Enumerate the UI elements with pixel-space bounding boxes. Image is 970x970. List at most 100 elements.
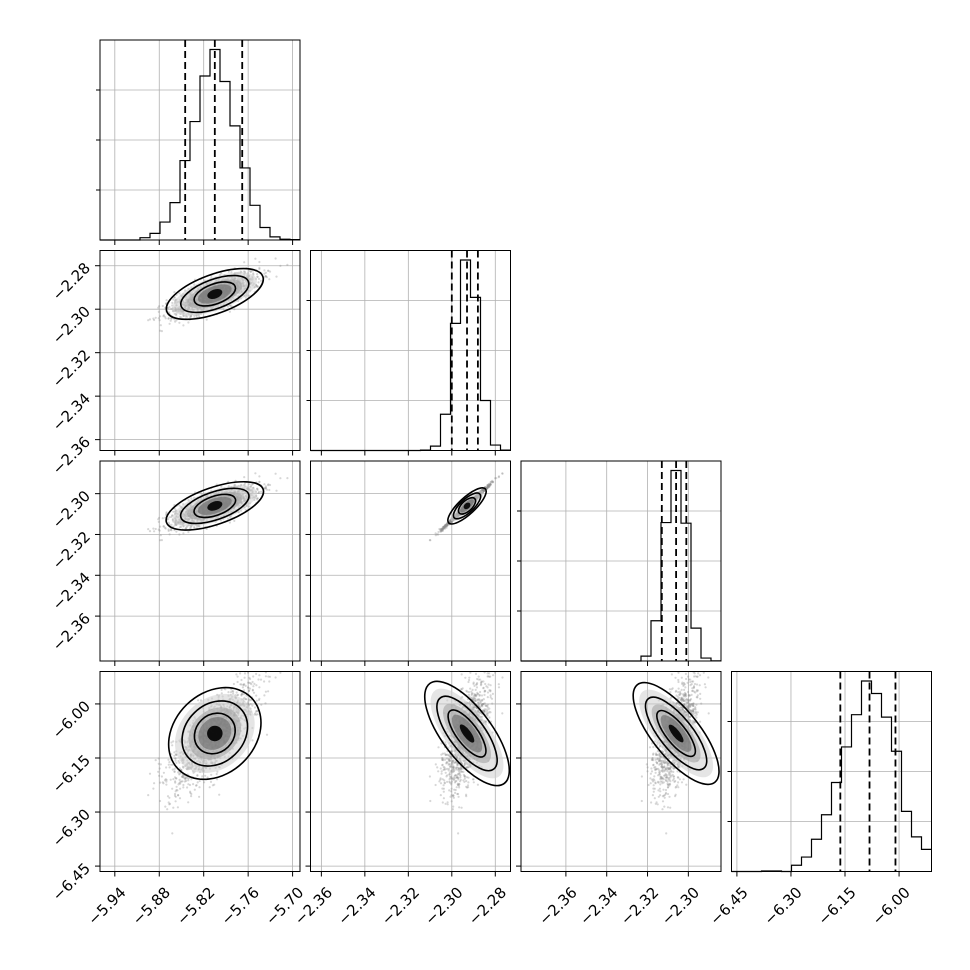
sample-point (249, 270, 253, 273)
sample-point (275, 275, 278, 278)
sample-point (178, 797, 182, 800)
sample-point (181, 780, 184, 783)
sample-point (210, 773, 213, 776)
contour-1 (180, 274, 250, 314)
sample-point (159, 525, 162, 528)
sample-point (173, 312, 176, 315)
sample-point (256, 275, 259, 278)
sample-point (180, 316, 183, 319)
sample-point (226, 517, 230, 521)
sample-point (256, 709, 259, 713)
sample-point (159, 799, 162, 803)
sample-point (164, 527, 167, 530)
sample-point (264, 702, 267, 705)
sample-point (154, 316, 157, 319)
sample-point (157, 518, 160, 521)
sample-point (254, 257, 257, 260)
sample-point (268, 483, 272, 487)
sample-point (242, 693, 245, 696)
sample-point (170, 317, 173, 320)
sample-point (167, 317, 170, 320)
sample-point (265, 488, 269, 491)
sample-point (445, 524, 448, 527)
sample-point (171, 309, 174, 312)
sample-point (193, 316, 196, 319)
sample-point (275, 489, 278, 492)
sample-point (168, 533, 171, 536)
sample-point (256, 273, 259, 276)
sample-point (169, 319, 172, 322)
sample-point (172, 806, 175, 809)
sample-point (196, 781, 199, 784)
sample-point (209, 780, 213, 784)
sample-point (497, 475, 501, 478)
sample-point (169, 528, 172, 532)
sample-point (162, 314, 165, 317)
sample-point (255, 684, 258, 687)
sample-point (230, 271, 233, 274)
sample-point (239, 270, 242, 273)
sample-point (256, 497, 259, 500)
sample-point (248, 505, 251, 508)
sample-point (250, 483, 253, 486)
sample-point (170, 307, 173, 310)
sample-point (167, 529, 170, 533)
sample-point (160, 330, 163, 333)
sample-point (264, 487, 267, 490)
sample-point (241, 686, 244, 689)
sample-point (260, 703, 263, 706)
sample-point (263, 680, 266, 683)
sample-point (264, 487, 267, 490)
sample-point (252, 272, 255, 275)
panel-2-1 (305, 460, 511, 666)
sample-point (264, 275, 267, 278)
sample-point (193, 788, 196, 791)
sample-point (174, 759, 177, 762)
sample-point (174, 777, 178, 780)
sample-point (157, 770, 160, 773)
sample-point (198, 795, 201, 798)
sample-point (258, 267, 261, 271)
sample-point (183, 780, 186, 783)
sample-point (190, 526, 193, 529)
sample-point (220, 688, 223, 692)
sample-point (159, 763, 162, 766)
sample-point (187, 530, 190, 534)
sample-point (263, 272, 266, 275)
sample-point (243, 476, 246, 479)
sample-point (218, 793, 221, 796)
sample-point (228, 521, 231, 524)
sample-point (168, 322, 171, 325)
sample-point (159, 315, 162, 318)
sample-point (170, 529, 173, 532)
sample-point (255, 672, 258, 676)
sample-point (220, 272, 223, 275)
sample-point (235, 673, 238, 676)
sample-point (178, 292, 181, 295)
sample-point (198, 786, 201, 789)
sample-point (256, 498, 259, 501)
sample-point (259, 279, 263, 282)
sample-point (152, 787, 155, 790)
sample-point (242, 270, 246, 273)
sample-point (229, 516, 232, 519)
sample-point (255, 497, 258, 500)
sample-point (170, 317, 173, 320)
sample-point (208, 786, 211, 789)
sample-point (166, 307, 170, 310)
sample-point (171, 832, 174, 835)
sample-point (157, 310, 160, 313)
sample-point (264, 675, 267, 678)
sample-point (247, 671, 250, 674)
sample-point (178, 526, 182, 529)
sample-point (182, 766, 185, 769)
sample-point (147, 794, 150, 797)
sample-point (157, 317, 160, 320)
sample-point (162, 525, 165, 528)
sample-point (428, 539, 431, 542)
sample-point (227, 691, 230, 694)
sample-point (174, 320, 177, 323)
sample-point (227, 270, 230, 273)
sample-point (228, 310, 231, 313)
sample-point (173, 767, 176, 771)
